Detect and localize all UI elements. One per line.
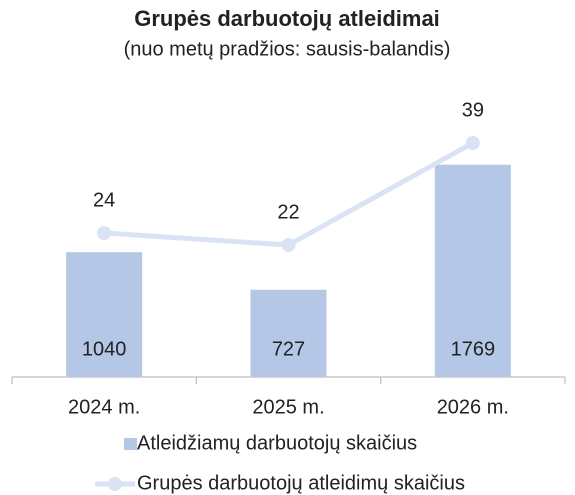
line-point bbox=[281, 238, 296, 252]
bar bbox=[250, 289, 327, 377]
chart-subtitle: (nuo metų pradžios: sausis-balandis) bbox=[124, 38, 451, 60]
x-tick-label: 2024 m. bbox=[68, 396, 140, 418]
bar bbox=[66, 252, 143, 377]
x-tick-label: 2026 m. bbox=[437, 396, 509, 418]
line-value-label: 24 bbox=[93, 189, 115, 211]
line bbox=[104, 140, 475, 248]
bar-value-label: 727 bbox=[272, 338, 305, 360]
bar bbox=[434, 164, 511, 377]
legend-label: Atleidžiamų darbuotojų skaičius bbox=[137, 432, 417, 454]
bar-value-label: 1769 bbox=[451, 338, 496, 360]
line-point bbox=[97, 226, 112, 240]
x-tick-label: 2025 m. bbox=[252, 396, 324, 418]
line-value-label: 22 bbox=[277, 201, 299, 223]
chart-title: Grupės darbuotojų atleidimai bbox=[134, 6, 440, 31]
legend-label: Grupės darbuotojų atleidimų skaičius bbox=[137, 472, 465, 494]
bar-value-label: 1040 bbox=[82, 338, 127, 360]
line-value-label: 39 bbox=[462, 99, 484, 121]
legend-swatch bbox=[124, 438, 137, 450]
line-point bbox=[465, 136, 480, 150]
legend-swatch-point bbox=[108, 477, 122, 491]
